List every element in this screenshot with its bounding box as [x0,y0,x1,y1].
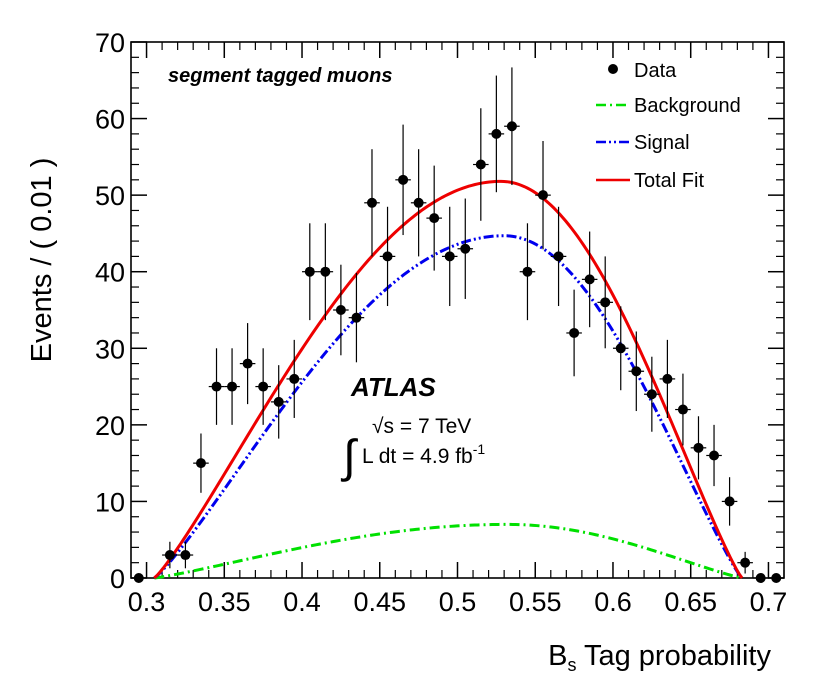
atlas-label: ATLAS [350,372,436,402]
y-tick-label: 70 [95,28,125,58]
x-tick-label: 0.3 [128,587,166,617]
fit-curve-signal [153,234,744,580]
data-point [382,251,393,262]
x-axis-title-rest: Tag probability [576,640,771,672]
lumi-main: L dt = 4.9 fb [362,445,473,468]
data-point [600,297,611,308]
lumi-exponent: -1 [473,441,486,457]
legend-label-signal: Signal [634,132,690,154]
data-point [538,190,549,201]
plot-frame [130,41,785,579]
fit-curves [153,179,744,580]
legend-label-data: Data [634,60,677,82]
data-point [709,450,720,461]
y-axis-title: Events / ( 0.01 ) [26,158,58,363]
data-point [273,396,284,407]
x-axis-title-main: B [548,640,567,672]
legend: Data Background Signal Total Fit [596,60,741,192]
x-tick-label: 0.6 [594,587,632,617]
data-point [693,442,704,453]
y-tick-label: 10 [95,487,125,517]
y-tick-label: 50 [95,181,125,211]
data-point [164,550,175,561]
data-point [211,381,222,392]
x-tick-label: 0.55 [509,587,562,617]
data-point [615,343,626,354]
data-point [724,496,735,507]
x-tick-label: 0.45 [353,587,406,617]
data-point [444,251,455,262]
y-tick-label: 0 [110,564,125,594]
data-point [553,251,564,262]
x-tick-label: 0.7 [750,587,788,617]
data-point [227,381,238,392]
data-point [755,573,766,583]
data-point [429,213,440,224]
data-point [289,373,300,384]
data-point [584,274,595,285]
lumi-label: L dt = 4.9 fb-1 [362,441,485,468]
data-point [522,266,533,277]
fit-curve-total-fit [153,179,744,580]
data-point [771,573,782,583]
y-tick-label: 20 [95,411,125,441]
data-point [242,358,253,369]
data-point [366,197,377,208]
x-tick-label: 0.4 [283,587,321,617]
data-point [506,121,517,132]
x-axis-title-subscript: s [567,655,576,675]
chart-title: segment tagged muons [168,65,392,87]
x-axis-title: Bs Tag probability [548,640,771,675]
data-point [195,458,206,469]
data-point [631,366,642,377]
data-point [662,373,673,384]
data-point [569,327,580,338]
data-point [304,266,315,277]
fit-curve-background [154,522,743,580]
data-point [491,128,502,139]
legend-marker-data [608,64,618,74]
data-point [180,550,191,561]
data-point [398,174,409,185]
data-point [351,312,362,323]
data-point [320,266,331,277]
data-point [413,197,424,208]
y-tick-label: 30 [95,334,125,364]
x-tick-label: 0.35 [198,587,251,617]
axis-ticks: 0.3 0.35 0.4 0.45 0.5 0.55 0.6 0.65 0.7 0 10 20 30 40… [95,28,787,617]
legend-label-total-fit: Total Fit [634,170,704,192]
y-tick-label: 40 [95,258,125,288]
atlas-annotation: ATLAS ∫ √s = 7 TeV L dt = 4.9 fb-1 [340,372,485,482]
data-points [131,67,784,583]
data-point [740,557,751,568]
data-point [677,404,688,415]
data-point [475,159,486,170]
data-point [335,305,346,315]
x-tick-label: 0.5 [439,587,477,617]
data-point [258,381,269,392]
x-tick-label: 0.65 [664,587,717,617]
legend-label-background: Background [634,95,741,117]
integral-sign: ∫ [340,430,358,482]
data-point [133,573,144,583]
data-point [646,389,657,400]
energy-label: √s = 7 TeV [372,415,471,438]
data-point [460,243,471,254]
y-tick-label: 60 [95,105,125,135]
